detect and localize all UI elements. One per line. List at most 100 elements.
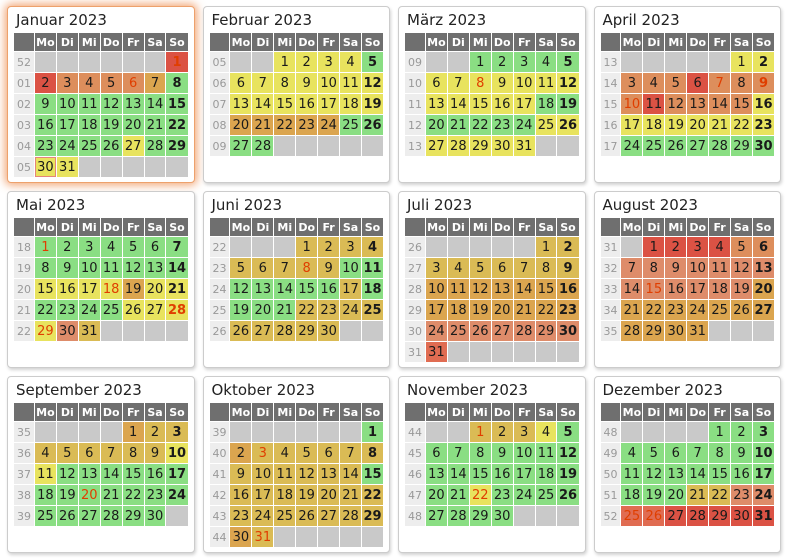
day-cell-16[interactable]: 16 (752, 94, 774, 114)
day-cell-28[interactable]: 28 (621, 321, 643, 341)
day-cell-29[interactable]: 29 (34, 321, 56, 341)
day-cell-21[interactable]: 21 (100, 485, 122, 505)
day-cell-28[interactable]: 28 (447, 506, 469, 526)
day-cell-21[interactable]: 21 (340, 485, 361, 505)
day-cell-13[interactable]: 13 (425, 94, 447, 114)
day-cell-14[interactable]: 14 (100, 464, 122, 484)
day-cell-3[interactable]: 3 (752, 422, 774, 442)
day-cell-1[interactable]: 1 (709, 422, 731, 442)
day-cell-4[interactable]: 4 (100, 237, 122, 257)
day-cell-5[interactable]: 5 (469, 258, 491, 278)
day-cell-31[interactable]: 31 (425, 342, 447, 362)
day-cell-17[interactable]: 17 (513, 94, 535, 114)
day-cell-2[interactable]: 2 (752, 52, 774, 72)
day-cell-14[interactable]: 14 (447, 94, 469, 114)
day-cell-15[interactable]: 15 (469, 94, 491, 114)
day-cell-5[interactable]: 5 (665, 73, 687, 93)
day-cell-9[interactable]: 9 (491, 443, 513, 463)
day-cell-24[interactable]: 24 (340, 300, 361, 320)
day-cell-27[interactable]: 27 (318, 506, 340, 526)
day-cell-5[interactable]: 5 (56, 443, 78, 463)
day-cell-18[interactable]: 18 (621, 485, 643, 505)
day-cell-10[interactable]: 10 (252, 464, 274, 484)
day-cell-19[interactable]: 19 (100, 115, 122, 135)
day-cell-9[interactable]: 9 (665, 258, 687, 278)
day-cell-15[interactable]: 15 (361, 464, 383, 484)
day-cell-13[interactable]: 13 (78, 464, 100, 484)
day-cell-22[interactable]: 22 (361, 485, 383, 505)
day-cell-24[interactable]: 24 (687, 300, 709, 320)
day-cell-27[interactable]: 27 (425, 506, 447, 526)
day-cell-13[interactable]: 13 (318, 464, 340, 484)
day-cell-11[interactable]: 11 (643, 94, 665, 114)
day-cell-27[interactable]: 27 (78, 506, 100, 526)
day-cell-30[interactable]: 30 (144, 506, 166, 526)
day-cell-12[interactable]: 12 (361, 73, 383, 93)
day-cell-17[interactable]: 17 (78, 279, 100, 299)
day-cell-23[interactable]: 23 (56, 300, 78, 320)
day-cell-30[interactable]: 30 (731, 506, 752, 526)
day-cell-27[interactable]: 27 (425, 136, 447, 156)
day-cell-8[interactable]: 8 (122, 443, 144, 463)
day-cell-7[interactable]: 7 (166, 237, 188, 257)
day-cell-3[interactable]: 3 (340, 237, 361, 257)
day-cell-3[interactable]: 3 (687, 237, 709, 257)
day-cell-11[interactable]: 11 (34, 464, 56, 484)
day-cell-25[interactable]: 25 (361, 300, 383, 320)
day-cell-3[interactable]: 3 (318, 52, 340, 72)
day-cell-7[interactable]: 7 (513, 258, 535, 278)
day-cell-12[interactable]: 12 (230, 279, 252, 299)
day-cell-26[interactable]: 26 (557, 115, 579, 135)
day-cell-24[interactable]: 24 (425, 321, 447, 341)
day-cell-14[interactable]: 14 (144, 94, 166, 114)
day-cell-16[interactable]: 16 (230, 485, 252, 505)
day-cell-4[interactable]: 4 (535, 52, 557, 72)
day-cell-25[interactable]: 25 (643, 136, 665, 156)
day-cell-4[interactable]: 4 (709, 237, 731, 257)
day-cell-21[interactable]: 21 (709, 115, 731, 135)
day-cell-31[interactable]: 31 (252, 527, 274, 547)
day-cell-7[interactable]: 7 (144, 73, 166, 93)
day-cell-27[interactable]: 27 (752, 300, 774, 320)
day-cell-27[interactable]: 27 (687, 136, 709, 156)
day-cell-30[interactable]: 30 (752, 136, 774, 156)
day-cell-2[interactable]: 2 (56, 237, 78, 257)
day-cell-12[interactable]: 12 (469, 279, 491, 299)
day-cell-25[interactable]: 25 (340, 115, 361, 135)
day-cell-4[interactable]: 4 (447, 258, 469, 278)
day-cell-3[interactable]: 3 (513, 422, 535, 442)
day-cell-14[interactable]: 14 (340, 464, 361, 484)
day-cell-7[interactable]: 7 (340, 443, 361, 463)
day-cell-27[interactable]: 27 (144, 300, 166, 320)
day-cell-14[interactable]: 14 (621, 279, 643, 299)
day-cell-20[interactable]: 20 (491, 300, 513, 320)
day-cell-1[interactable]: 1 (469, 52, 491, 72)
day-cell-6[interactable]: 6 (425, 443, 447, 463)
day-cell-4[interactable]: 4 (34, 443, 56, 463)
day-cell-20[interactable]: 20 (425, 485, 447, 505)
day-cell-23[interactable]: 23 (731, 485, 752, 505)
day-cell-31[interactable]: 31 (687, 321, 709, 341)
day-cell-7[interactable]: 7 (252, 73, 274, 93)
day-cell-2[interactable]: 2 (557, 237, 579, 257)
day-cell-4[interactable]: 4 (78, 73, 100, 93)
day-cell-3[interactable]: 3 (166, 422, 188, 442)
day-cell-21[interactable]: 21 (252, 115, 274, 135)
day-cell-11[interactable]: 11 (535, 443, 557, 463)
day-cell-11[interactable]: 11 (621, 464, 643, 484)
day-cell-26[interactable]: 26 (643, 506, 665, 526)
day-cell-12[interactable]: 12 (557, 443, 579, 463)
day-cell-8[interactable]: 8 (361, 443, 383, 463)
day-cell-21[interactable]: 21 (513, 300, 535, 320)
day-cell-7[interactable]: 7 (687, 443, 709, 463)
day-cell-16[interactable]: 16 (665, 279, 687, 299)
day-cell-17[interactable]: 17 (166, 464, 188, 484)
day-cell-6[interactable]: 6 (752, 237, 774, 257)
day-cell-1[interactable]: 1 (34, 237, 56, 257)
day-cell-13[interactable]: 13 (491, 279, 513, 299)
day-cell-28[interactable]: 28 (100, 506, 122, 526)
day-cell-2[interactable]: 2 (491, 422, 513, 442)
day-cell-30[interactable]: 30 (230, 527, 252, 547)
day-cell-10[interactable]: 10 (621, 94, 643, 114)
day-cell-22[interactable]: 22 (34, 300, 56, 320)
